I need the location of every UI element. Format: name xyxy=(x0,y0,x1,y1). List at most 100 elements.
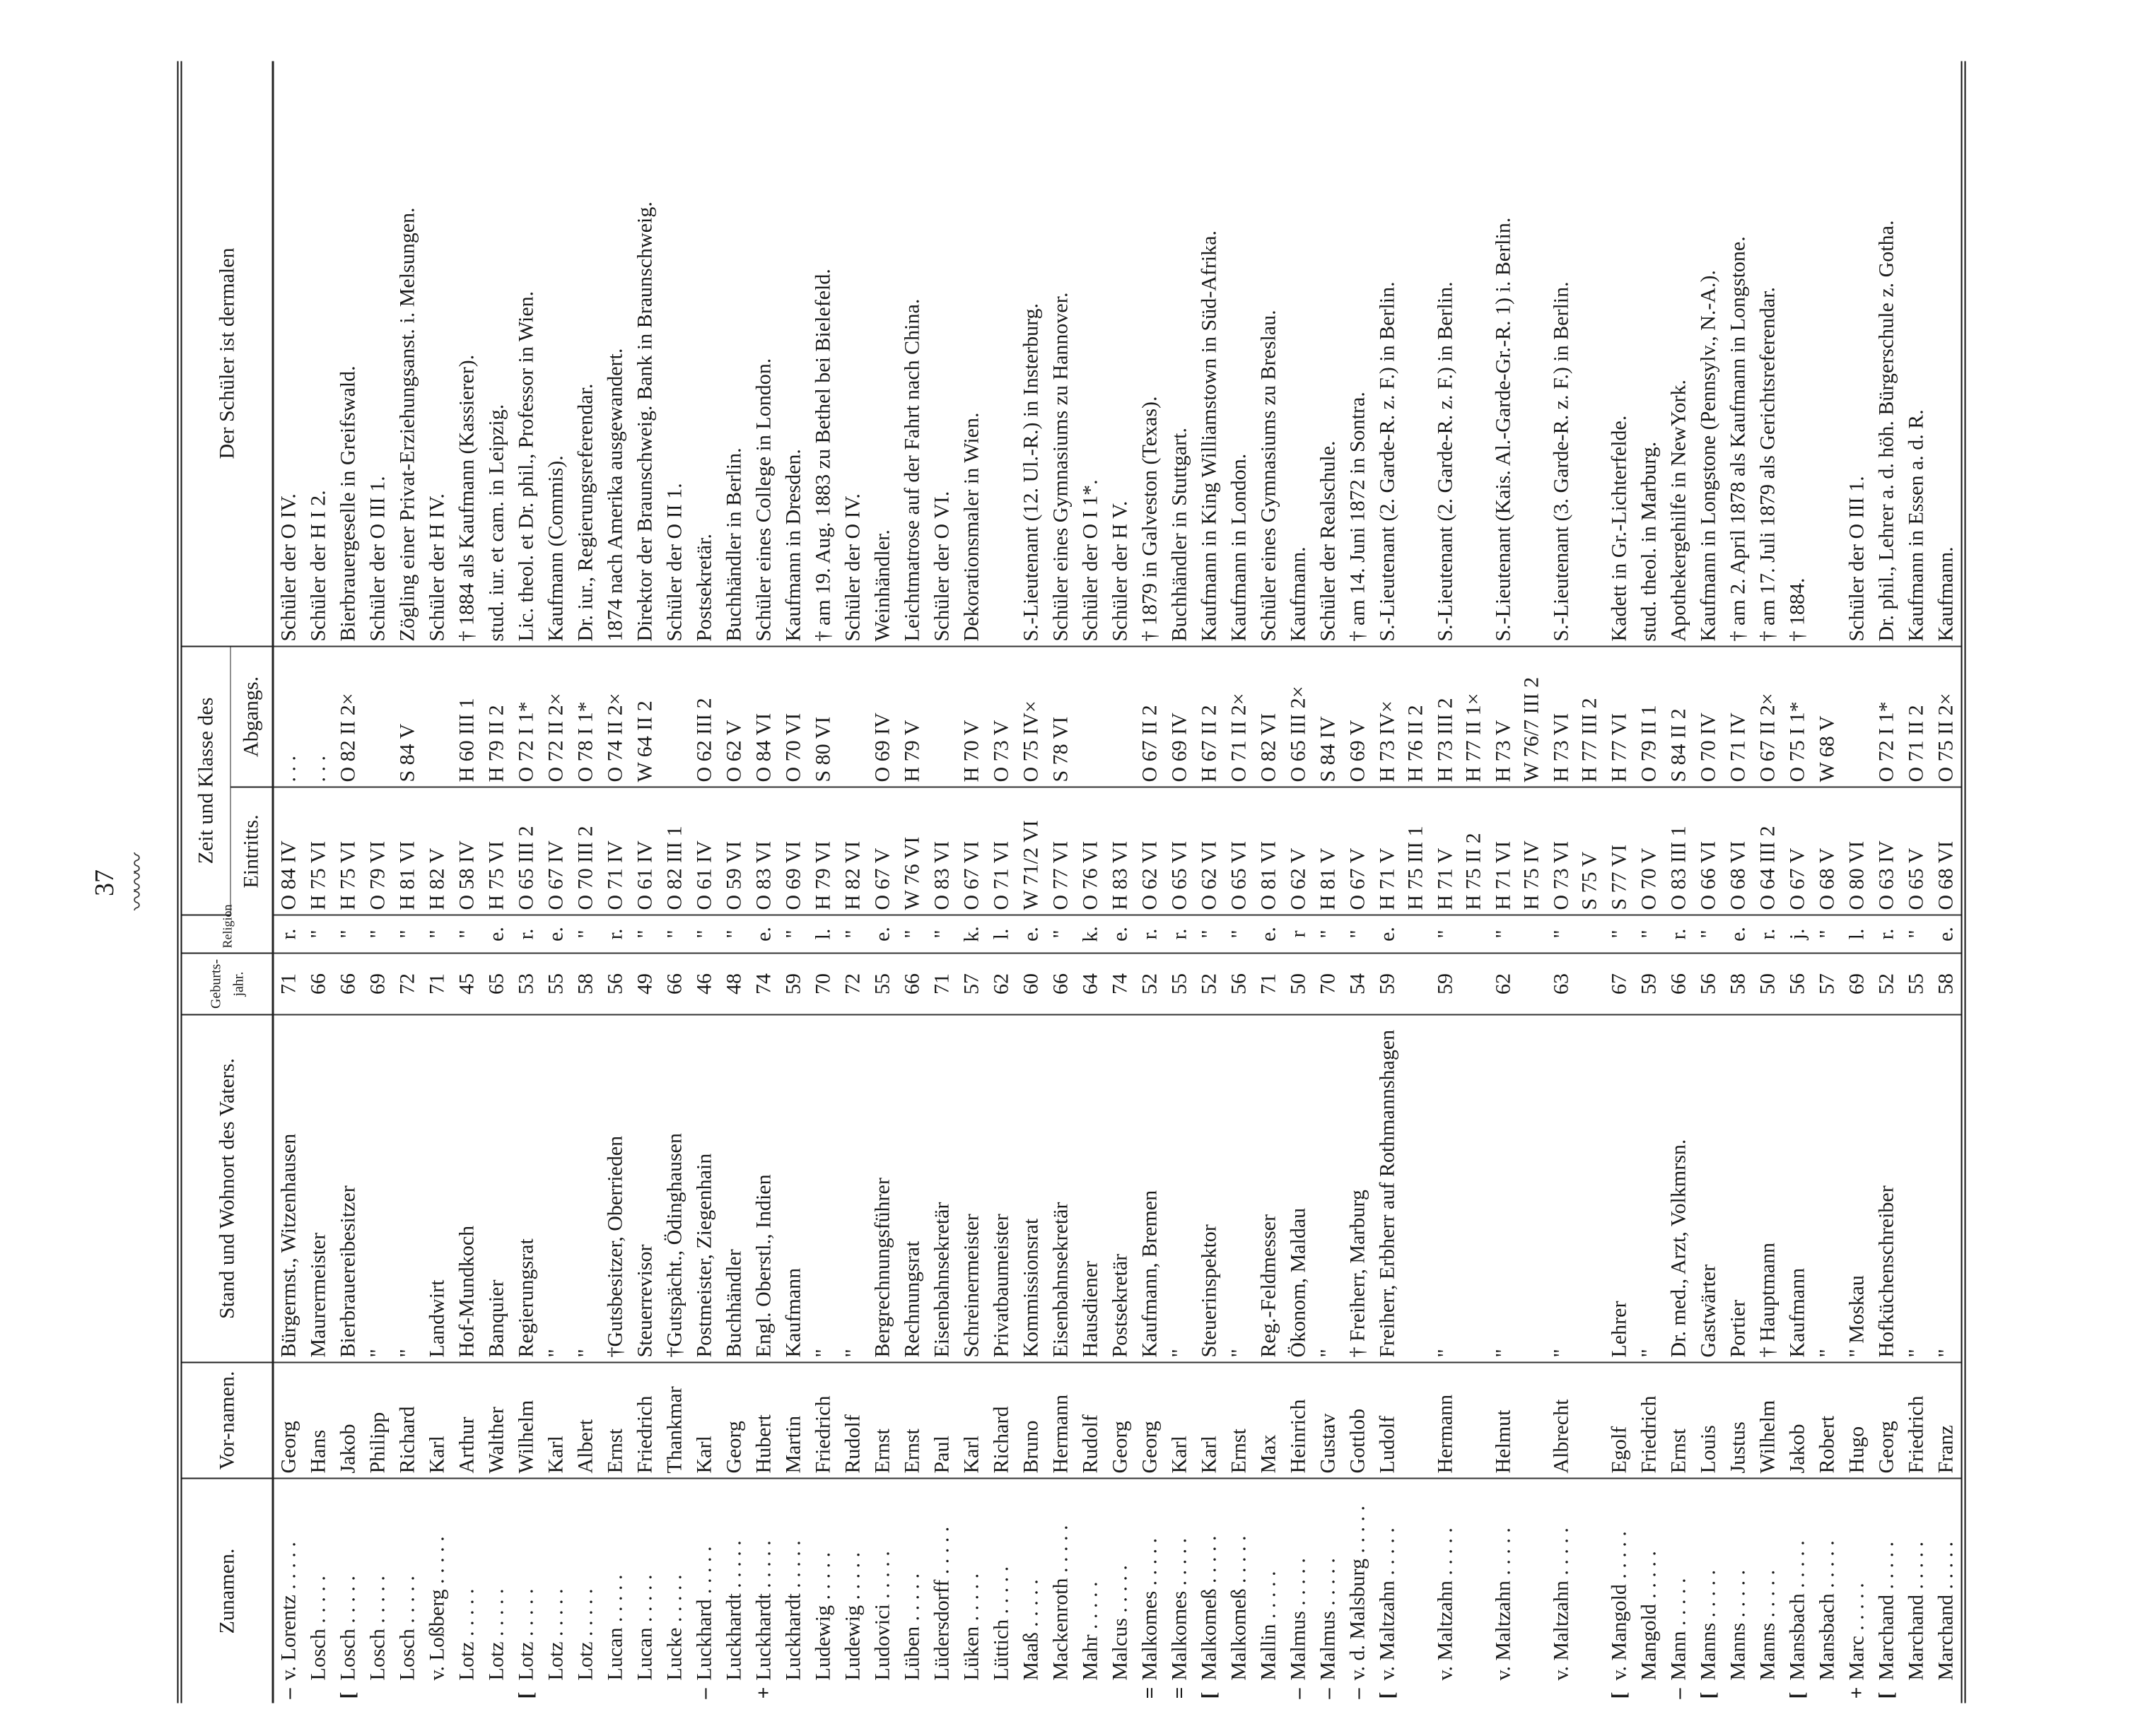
cell-vorname: Paul xyxy=(927,1362,957,1479)
abgang-value: H 79 II 2 xyxy=(484,705,508,782)
abgang-value: H 77 III 2 xyxy=(1577,698,1601,782)
cell-vorname: Hermann xyxy=(1430,1362,1489,1479)
cell-geburtsjahr: 72 xyxy=(838,953,868,1015)
cell-vorname: Gustav xyxy=(1313,1362,1343,1479)
cell-zuname: Mansbach . . . . . xyxy=(1813,1479,1842,1703)
zuname-text: Lotz . . . . . xyxy=(544,1588,568,1681)
cell-geburtsjahr: 50 xyxy=(1753,953,1783,1015)
eintritt-value: O 70 III 2 xyxy=(573,826,597,910)
cell-abgang: O 71 IV xyxy=(1723,646,1753,787)
cell-vorname: Friedrich xyxy=(1634,1362,1664,1479)
cell-abgang: S 84 II 2 xyxy=(1664,646,1694,787)
eintritt-value: W 71/2 VI xyxy=(1019,820,1043,910)
cell-stand: " Moskau xyxy=(1842,1014,1872,1363)
zuname-text: Lüttich . . . . . xyxy=(989,1566,1013,1681)
table-row: [Lotz . . . . . Wilhelm Regierungsrat 53 r. O… xyxy=(511,61,542,1703)
zuname-text: Mansbach . . . . . xyxy=(1785,1540,1809,1681)
cell-abgang: O 74 II 2× xyxy=(600,646,631,787)
page-number-text: 37 xyxy=(90,869,119,896)
header-geburtsjahr: Geburts-jahr. xyxy=(180,953,273,1015)
cell-stand: Schreinermeister xyxy=(957,1014,987,1363)
zuname-text: Mangold . . . . . xyxy=(1637,1551,1661,1681)
cell-dermalen: † am 17. Juli 1879 als Gerichtsreferenda… xyxy=(1753,61,1783,647)
cell-religion: " xyxy=(392,915,423,954)
cell-eintritt: O 70 III 2 xyxy=(571,787,601,915)
cell-zuname: Losch . . . . . xyxy=(363,1479,393,1703)
cell-dermalen: Apothekergehilfe in NewYork. xyxy=(1664,61,1694,647)
row-mark: = xyxy=(1167,1687,1191,1699)
cell-eintritt: S 77 VI xyxy=(1604,787,1635,915)
cell-zuname: Lüdersdorff . . . . . xyxy=(928,1479,957,1703)
cell-dermalen: Leichtmatrose auf der Fahrt nach China. xyxy=(897,61,928,647)
abgang-value: H 73 IV× xyxy=(1375,700,1399,782)
zuname-text: Manns . . . . . xyxy=(1696,1569,1720,1681)
row-mark: – xyxy=(276,1688,300,1699)
row-mark: [ xyxy=(1607,1691,1631,1699)
cell-dermalen: S.-Lieutenant (2. Garde-R. z. F.) in Ber… xyxy=(1372,61,1431,647)
cell-zuname: [Lotz . . . . . xyxy=(512,1479,542,1703)
cell-zuname: Luckhardt . . . . . xyxy=(779,1479,809,1703)
cell-zuname: Lüttich . . . . . xyxy=(987,1479,1017,1703)
cell-geburtsjahr: 55 xyxy=(1164,953,1195,1015)
cell-eintritt: O 68 VI xyxy=(1723,787,1753,915)
cell-geburtsjahr: 66 xyxy=(1664,953,1694,1015)
cell-stand: " xyxy=(1634,1014,1664,1363)
cell-dermalen: stud. theol. in Marburg. xyxy=(1634,61,1664,647)
cell-eintritt: O 76 VI xyxy=(1075,787,1106,915)
cell-dermalen: Schüler der O I 1*. xyxy=(1075,61,1106,647)
cell-religion: e. xyxy=(541,915,571,954)
cell-zuname: Mackenroth . . . . . xyxy=(1046,1479,1076,1703)
cell-zuname: – Malmus . . . . . xyxy=(1314,1479,1343,1703)
cell-stand: Gastwärter xyxy=(1693,1014,1724,1363)
table-row: Mackenroth . . . . . Hermann Eisenbahnsekr… xyxy=(1046,61,1076,1703)
cell-zuname: – Luckhard . . . . . xyxy=(690,1479,720,1703)
cell-eintritt: O 79 VI xyxy=(363,787,393,915)
cell-geburtsjahr: 71 xyxy=(927,953,957,1015)
cell-zuname: v. Maltzahn . . . . . xyxy=(1489,1479,1547,1703)
eintritt-value: O 76 VI xyxy=(1078,840,1102,910)
cell-stand: Postsekretär xyxy=(1105,1014,1135,1363)
eintritt-value: O 83 III 1 xyxy=(1666,826,1690,910)
cell-vorname: Louis xyxy=(1693,1362,1724,1479)
cell-geburtsjahr: 52 xyxy=(1194,953,1225,1015)
zuname-text: v. d. Malsburg . . . . . xyxy=(1345,1506,1369,1681)
cell-dermalen: 1874 nach Amerika ausgewandert. xyxy=(600,61,631,647)
cell-stand: Dr. med., Arzt, Volkmrsn. xyxy=(1664,1014,1694,1363)
cell-eintritt: H 71 VI H 75 IV xyxy=(1488,787,1547,915)
abgang-value: O 79 II 1 xyxy=(1637,705,1661,782)
table-row: Luckhardt . . . . . Georg Buchhändler 48 " O … xyxy=(719,61,749,1703)
eintritt-value: W 76 VI xyxy=(900,836,924,910)
cell-religion: e. xyxy=(1723,915,1753,954)
row-mark: – xyxy=(1345,1688,1369,1699)
cell-religion: e. xyxy=(1254,915,1284,954)
cell-religion: e. xyxy=(1016,915,1046,954)
cell-vorname: Rudolf xyxy=(838,1362,868,1479)
row-mark: [ xyxy=(1785,1691,1809,1699)
eintritt-value: O 73 VI xyxy=(1549,840,1573,910)
cell-eintritt: O 67 V xyxy=(1343,787,1373,915)
row-mark: [ xyxy=(1696,1691,1720,1699)
cell-eintritt: O 83 VI xyxy=(749,787,779,915)
cell-vorname: Wilhelm xyxy=(1753,1362,1783,1479)
table-row: [Marchand . . . . . Georg Hofküchenschreib… xyxy=(1871,61,1902,1703)
zuname-text: v. Maltzahn . . . . . xyxy=(1433,1527,1457,1681)
cell-zuname: [ Mansbach . . . . . xyxy=(1783,1479,1813,1703)
cell-geburtsjahr: 45 xyxy=(452,953,482,1015)
cell-eintritt: H 79 VI xyxy=(808,787,839,915)
table-row: v. Loßberg . . . . . Karl Landwirt 71 " H 82 … xyxy=(422,61,452,1703)
eintritt-value: O 64 III 2 xyxy=(1756,826,1780,910)
zuname-text: Luckhardt . . . . . xyxy=(781,1540,805,1681)
cell-vorname: Friedrich xyxy=(808,1362,839,1479)
abgang-value: S 80 VI xyxy=(811,716,835,782)
zuname-text: Malmus . . . . . xyxy=(1286,1558,1310,1681)
zuname-text: Lucan . . . . . xyxy=(633,1574,657,1681)
abgang-value: O 78 I 1* xyxy=(573,701,597,782)
table-row: Lüken . . . . . Karl Schreinermeister 57 k. O… xyxy=(957,61,987,1703)
cell-dermalen: Dekorationsmaler in Wien. xyxy=(957,61,987,647)
row-mark: [ xyxy=(1375,1691,1399,1699)
cell-religion: " xyxy=(689,915,720,954)
cell-stand: " xyxy=(1812,1014,1842,1363)
cell-stand: Hof-Mundkoch xyxy=(452,1014,482,1363)
cell-geburtsjahr: 66 xyxy=(333,953,363,1015)
